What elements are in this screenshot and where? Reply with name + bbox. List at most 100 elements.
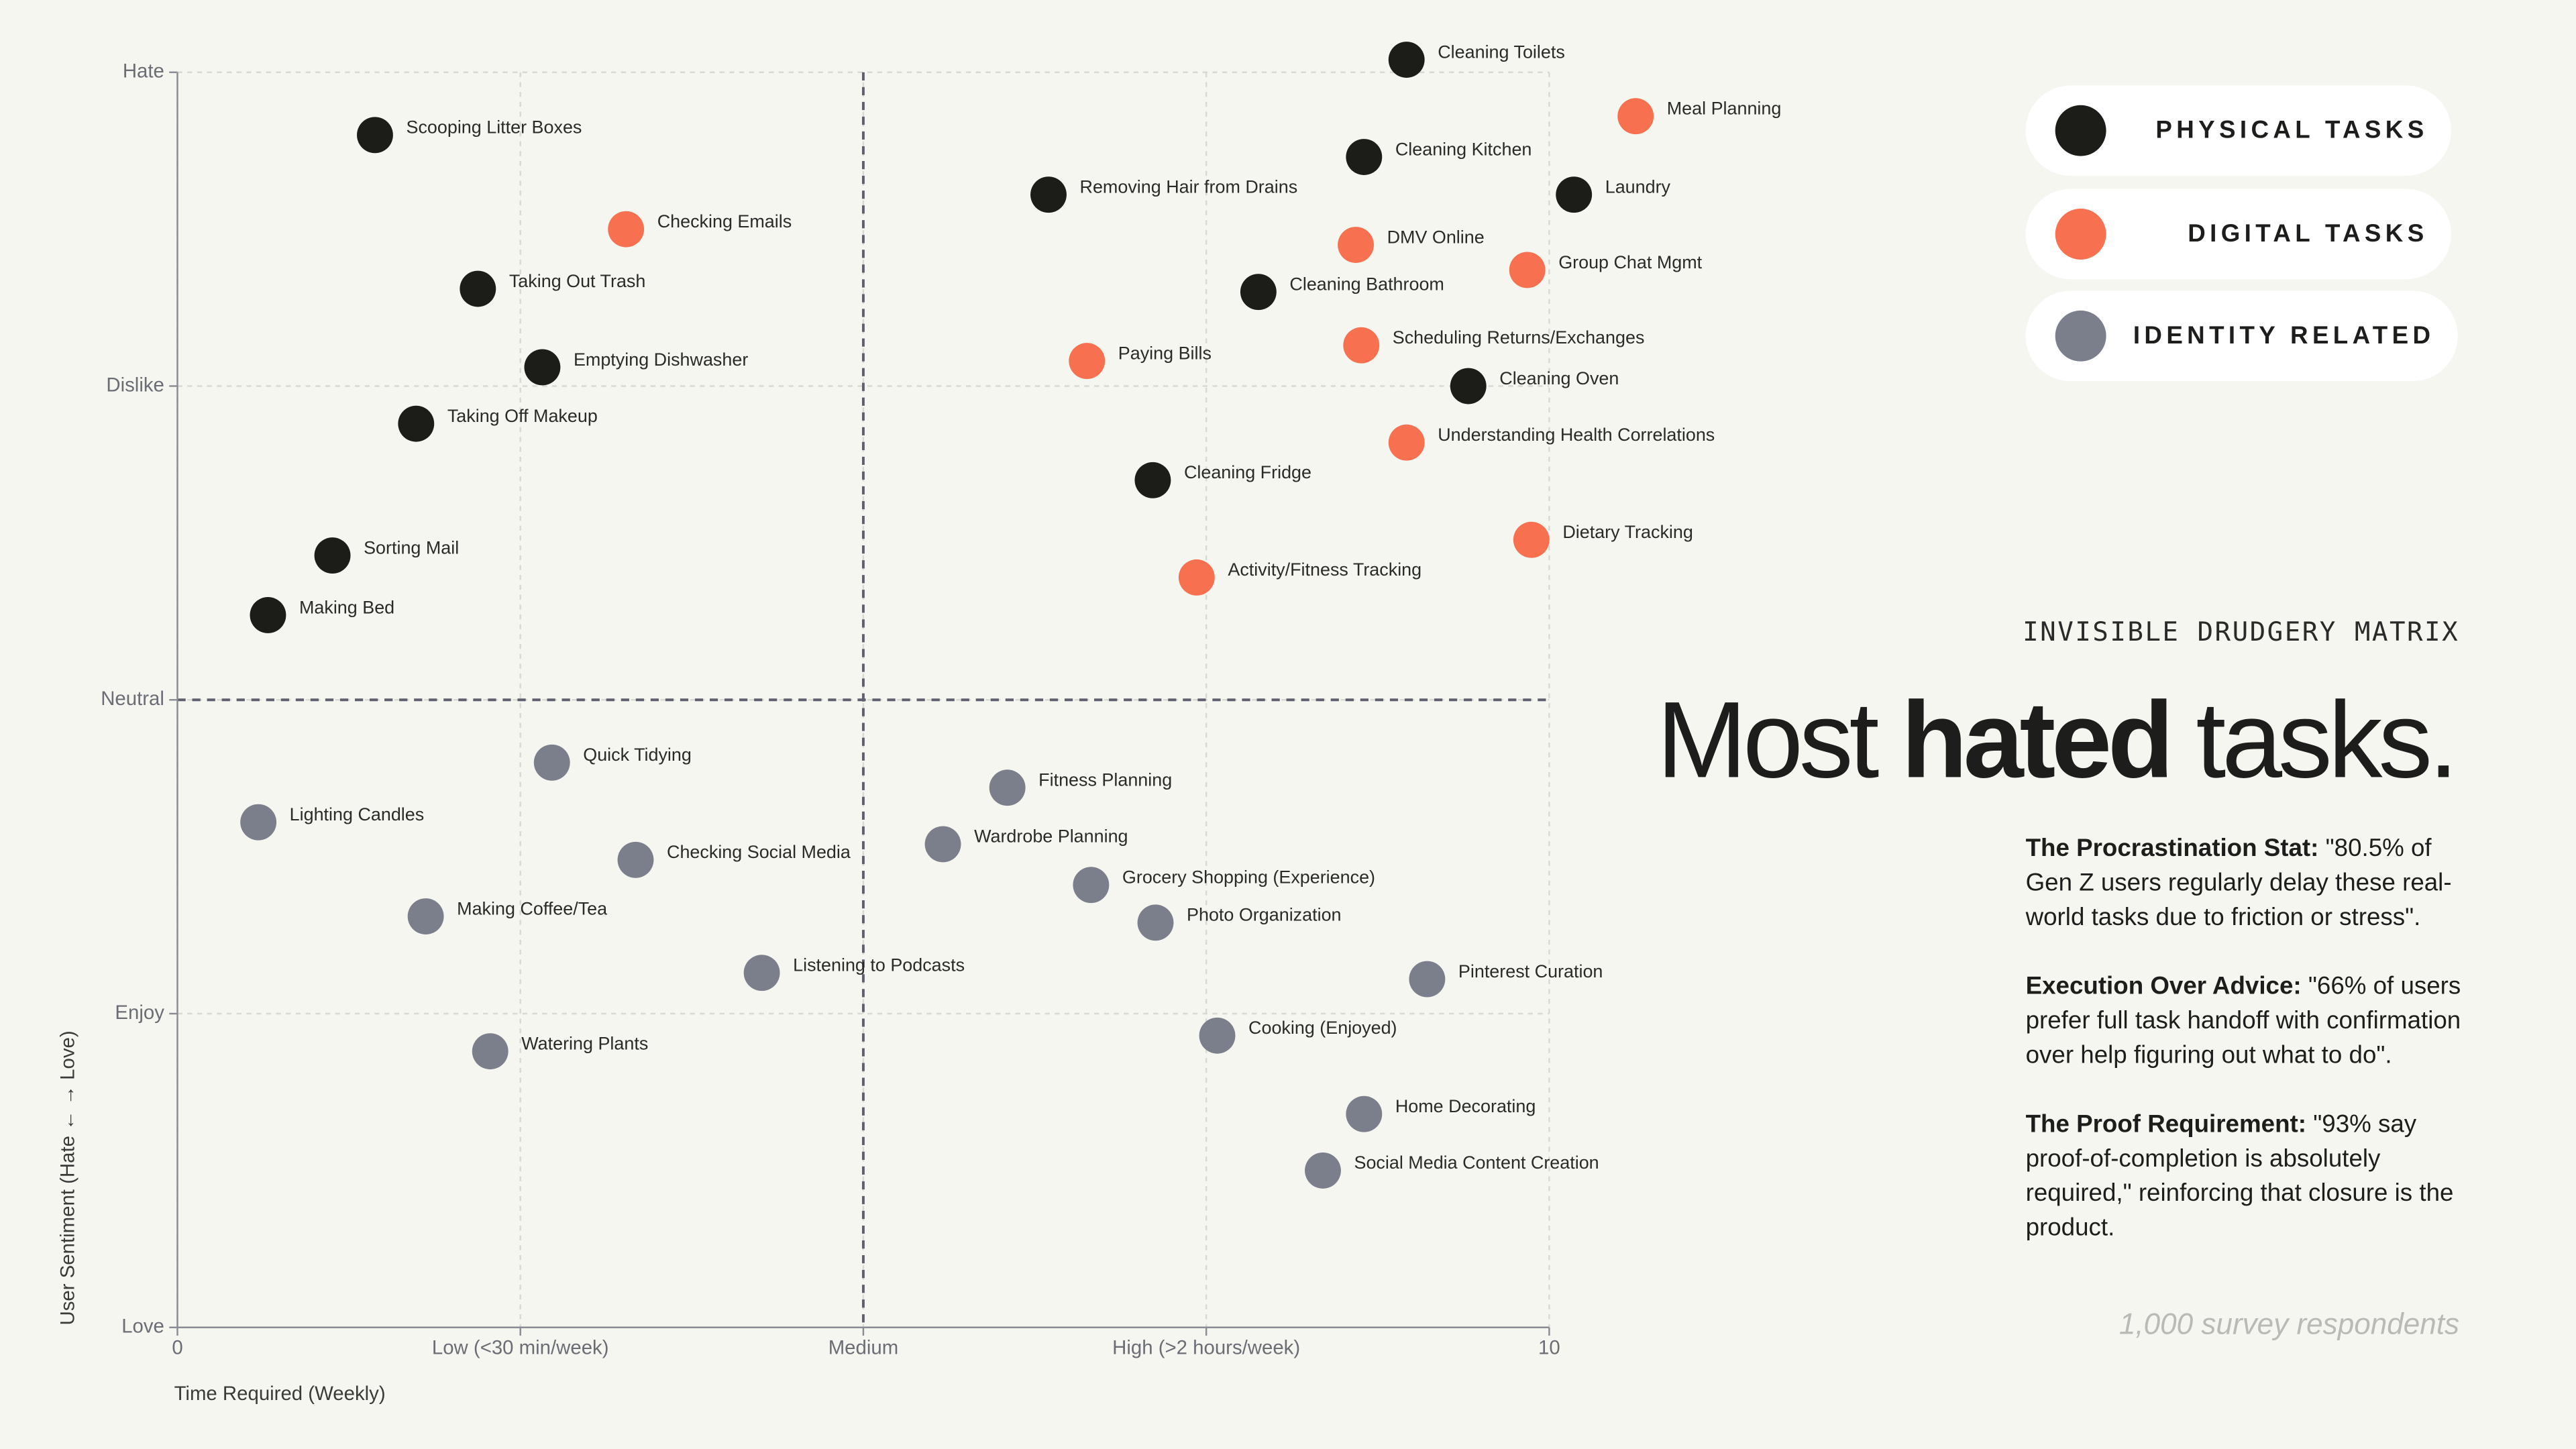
point-label: Checking Social Media [667, 842, 851, 862]
point-label: Dietary Tracking [1562, 522, 1693, 542]
point [743, 955, 780, 991]
point-label: Photo Organization [1187, 905, 1341, 925]
point [472, 1033, 508, 1070]
point-label: Paying Bills [1118, 343, 1212, 363]
point [1240, 274, 1277, 311]
point [314, 537, 351, 574]
x-tick-label: 10 [1538, 1336, 1560, 1358]
point-label: Cooking (Enjoyed) [1248, 1018, 1397, 1038]
point [608, 211, 645, 248]
point-label: Watering Plants [521, 1033, 648, 1053]
y-tick-label: Enjoy [115, 1002, 164, 1024]
point [533, 744, 570, 781]
legend-swatch [2055, 207, 2106, 259]
point [460, 270, 496, 307]
point-label: Taking Off Makeup [447, 406, 598, 426]
point [1343, 327, 1380, 364]
point-label: Cleaning Toilets [1438, 42, 1565, 62]
point-label: Laundry [1605, 176, 1671, 197]
legend-label: IDENTITY RELATED [2133, 322, 2435, 350]
point [1069, 343, 1106, 380]
legend-item: IDENTITY RELATED [2025, 290, 2458, 382]
point [1388, 424, 1425, 461]
point-label: Scheduling Returns/Exchanges [1393, 327, 1645, 347]
point-label: Making Coffee/Tea [457, 898, 607, 918]
point-label: Making Bed [299, 597, 394, 617]
point-label: Pinterest Curation [1458, 961, 1603, 981]
point [1338, 227, 1374, 263]
stat-lead: The Proof Requirement: [2025, 1110, 2307, 1139]
kicker: INVISIBLE DRUDGERY MATRIX [2023, 616, 2460, 647]
point [1556, 176, 1593, 213]
point [617, 841, 654, 878]
headline-text: tasks. [2169, 678, 2459, 800]
point-label: Scooping Litter Boxes [406, 117, 582, 138]
stat: The Procrastination Stat: "80.5% of Gen … [2026, 831, 2466, 934]
point [1509, 252, 1546, 288]
stat-text: "93% say proof-of-completion is absolute… [2025, 1110, 2454, 1242]
point-label: Cleaning Bathroom [1289, 274, 1444, 294]
point [407, 898, 444, 934]
stats: The Procrastination Stat: "80.5% of Gen … [2026, 831, 2466, 1280]
point-label: Checking Emails [657, 211, 792, 231]
stat: The Proof Requirement: "93% say proof-of… [2026, 1108, 2466, 1246]
point-label: Sorting Mail [364, 537, 459, 557]
x-tick-label: 0 [172, 1336, 182, 1358]
point-label: Listening to Podcasts [793, 955, 965, 975]
point-label: DMV Online [1387, 227, 1485, 247]
point [1450, 368, 1487, 405]
legend-item: DIGITAL TASKS [2025, 188, 2451, 279]
y-tick-label: Hate [123, 60, 164, 83]
x-axis-title: Time Required (Weekly) [174, 1383, 386, 1405]
stat-lead: The Procrastination Stat: [2025, 835, 2319, 863]
legend-swatch [2055, 310, 2106, 362]
point [1073, 867, 1110, 904]
point-label: Quick Tidying [583, 745, 692, 765]
point-label: Social Media Content Creation [1354, 1152, 1599, 1173]
y-axis-title: User Sentiment (Hate ← → Love) [57, 1030, 79, 1325]
legend-item: PHYSICAL TASKS [2025, 85, 2451, 176]
point-label: Group Chat Mgmt [1558, 252, 1702, 272]
point-label: Understanding Health Correlations [1438, 425, 1715, 445]
point [524, 349, 561, 386]
point-label: Activity/Fitness Tracking [1228, 559, 1421, 580]
point-label: Home Decorating [1395, 1096, 1536, 1116]
point [1513, 521, 1550, 558]
point [1030, 176, 1067, 213]
headline-emphasis: hated [1901, 678, 2174, 800]
point [989, 769, 1026, 806]
stat-text: "80.5% of Gen Z users regularly delay th… [2025, 835, 2452, 932]
point-label: Grocery Shopping (Experience) [1122, 867, 1375, 888]
headline-text: Most [1656, 678, 1902, 800]
point [1346, 139, 1383, 175]
point [250, 597, 286, 633]
headline: Most hated tasks. [1656, 677, 2459, 802]
point-label: Removing Hair from Drains [1080, 176, 1298, 197]
point [1409, 961, 1446, 998]
point-label: Cleaning Fridge [1184, 462, 1311, 482]
point-label: Fitness Planning [1038, 770, 1172, 790]
point [1305, 1152, 1341, 1189]
stat-text: "66% of users prefer full task handoff w… [2025, 972, 2461, 1070]
point-label: Wardrobe Planning [974, 826, 1128, 847]
footnote: 1,000 survey respondents [2118, 1307, 2460, 1341]
legend-swatch [2055, 105, 2106, 156]
y-tick-label: Love [121, 1316, 164, 1338]
point-label: Cleaning Oven [1499, 368, 1619, 388]
point [1346, 1095, 1383, 1132]
point [1134, 462, 1171, 498]
point [1199, 1017, 1236, 1054]
point-label: Taking Out Trash [509, 271, 646, 291]
x-tick-label: Medium [828, 1336, 898, 1358]
x-tick-label: Low (<30 min/week) [432, 1336, 609, 1358]
point [1388, 42, 1425, 78]
stat-lead: Execution Over Advice: [2025, 972, 2302, 1001]
stat: Execution Over Advice: "66% of users pre… [2026, 969, 2466, 1073]
legend-label: DIGITAL TASKS [2188, 219, 2428, 248]
legend-label: PHYSICAL TASKS [2155, 116, 2428, 145]
point [357, 117, 393, 154]
point-label: Emptying Dishwasher [574, 350, 748, 370]
point [1178, 559, 1215, 596]
